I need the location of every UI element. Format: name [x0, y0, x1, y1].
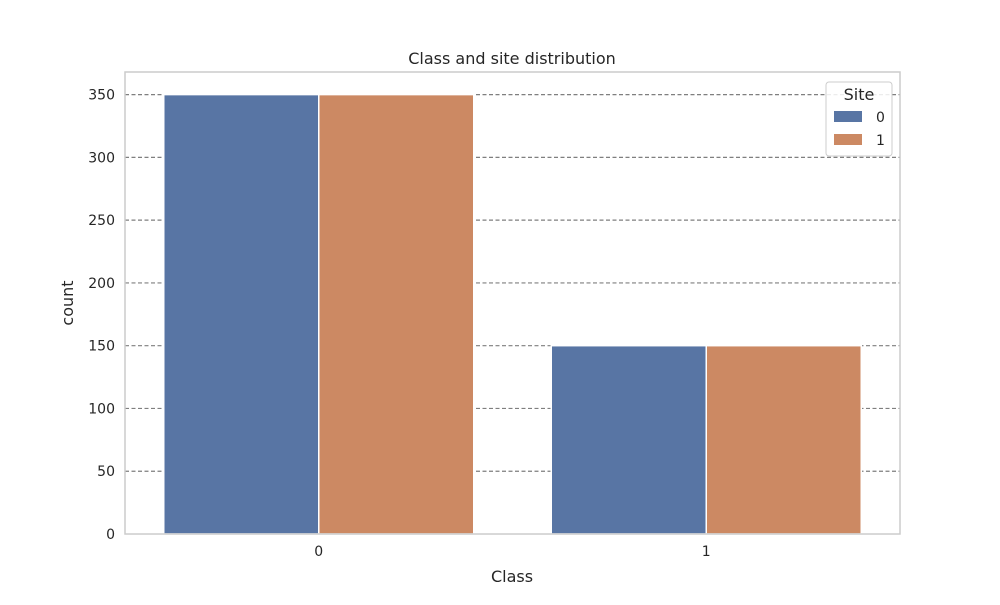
x-axis-label: Class	[491, 567, 533, 586]
bar-series-1-class-0	[318, 93, 475, 535]
y-tick-label: 350	[88, 88, 115, 104]
legend-label-series-1: 1	[876, 133, 885, 149]
bar-series-0-class-0	[163, 93, 320, 535]
y-tick-label: 50	[97, 464, 115, 480]
legend: Site 0 1	[825, 81, 893, 157]
chart-title: Class and site distribution	[408, 49, 616, 68]
ticks-layer: 0 50 100 150 200 250 300 350 0 1	[88, 88, 710, 560]
legend-title: Site	[844, 85, 875, 104]
y-tick-label: 0	[106, 527, 115, 543]
y-tick-label: 200	[88, 276, 115, 292]
bar-series-0-class-1	[550, 344, 707, 535]
legend-label-series-0: 0	[876, 110, 885, 126]
legend-swatch-series-1	[834, 134, 862, 145]
y-axis-label: count	[58, 280, 77, 325]
bar-series-1-class-1	[705, 344, 862, 535]
plot-frame	[124, 71, 901, 535]
y-tick-label: 150	[88, 339, 115, 355]
legend-swatch-series-0	[834, 111, 862, 122]
y-tick-label: 300	[88, 150, 115, 166]
y-tick-label: 250	[88, 213, 115, 229]
y-tick-label: 100	[88, 401, 115, 417]
x-tick-label: 0	[314, 544, 323, 560]
bars-layer	[163, 93, 862, 535]
x-tick-label: 1	[702, 544, 711, 560]
